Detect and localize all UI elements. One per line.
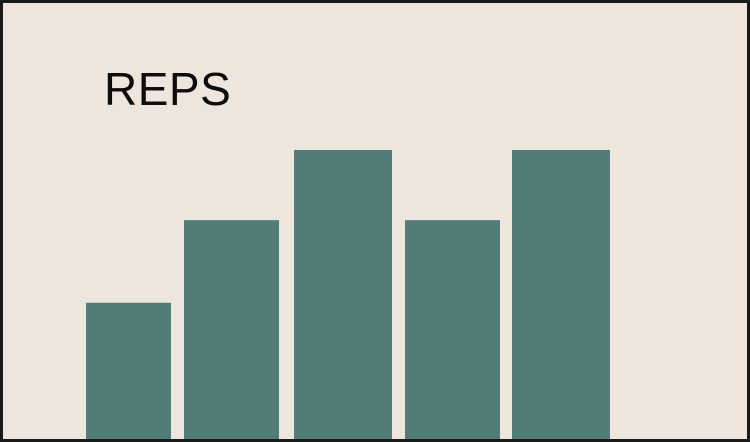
bar-3 bbox=[294, 150, 392, 439]
bar-4 bbox=[405, 220, 500, 439]
bar-2 bbox=[184, 220, 279, 439]
chart-title: REPS bbox=[104, 63, 232, 115]
bar-chart bbox=[86, 150, 610, 439]
bar-5 bbox=[512, 150, 610, 439]
bar-1 bbox=[86, 302, 171, 439]
